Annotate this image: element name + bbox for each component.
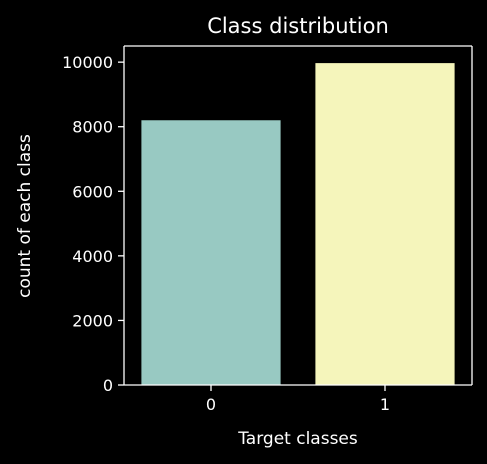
y-tick-label-2000: 2000 [72,311,113,330]
y-tick-label-6000: 6000 [72,182,113,201]
y-tick-label-8000: 8000 [72,118,113,137]
bar-1 [315,63,454,385]
x-tick-label-1: 1 [380,395,390,414]
y-axis-label: count of each class [15,134,35,298]
x-axis-label: Target classes [237,429,358,449]
x-tick-label-0: 0 [206,395,216,414]
y-tick-label-0: 0 [103,376,113,395]
y-tick-label-4000: 4000 [72,247,113,266]
bar-0 [141,120,280,385]
y-tick-label-10000: 10000 [62,53,113,72]
chart-title: Class distribution [207,14,389,38]
